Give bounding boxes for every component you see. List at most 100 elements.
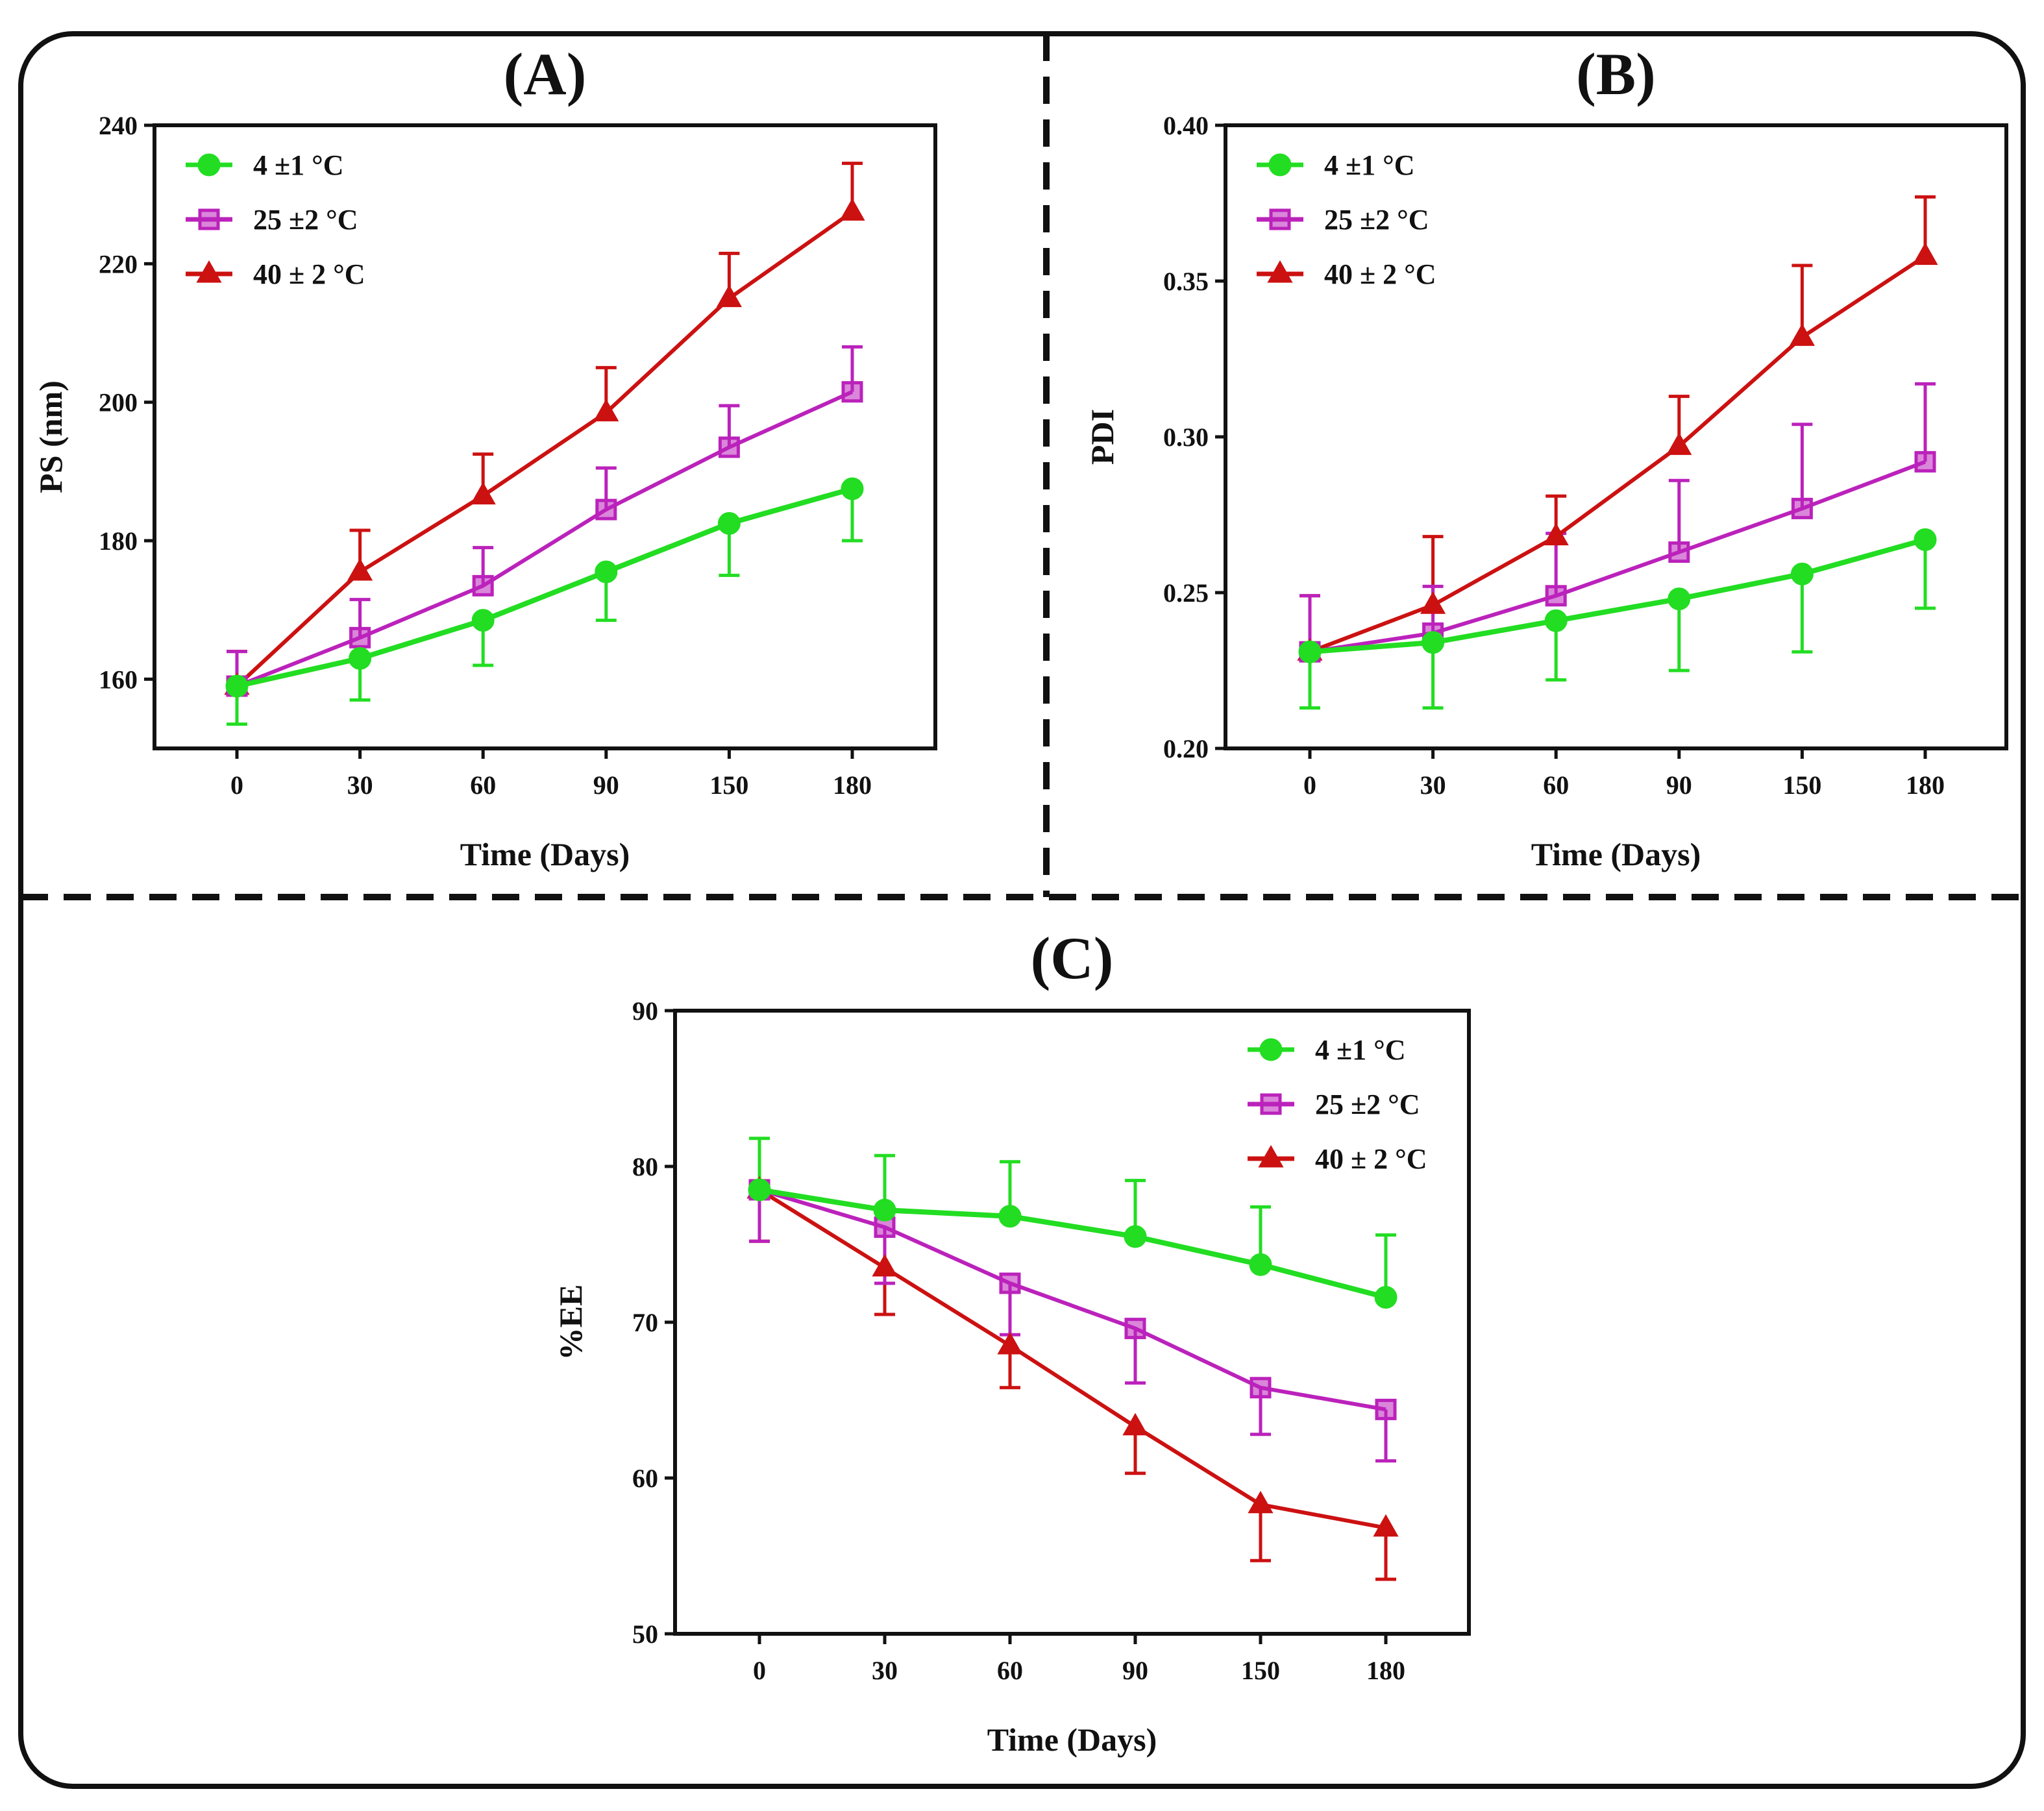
legend-marker-s4 (1259, 1038, 1283, 1061)
data-point-s25 (1668, 541, 1690, 563)
legend-label-s25: 25 ±2 °C (1324, 204, 1429, 236)
legend-label-s4: 4 ±1 °C (1315, 1034, 1406, 1066)
y-axis-title: PS (nm) (32, 380, 69, 493)
data-point-s4 (471, 609, 495, 632)
panel-b: (B) 0.20 0.25 0.30 0.35 0.40 0 30 60 90 150 180 Time… (1084, 41, 2008, 872)
legend-marker-s25 (1260, 1093, 1282, 1115)
legend-label-s25: 25 ±2 °C (253, 204, 358, 236)
legend-marker-s40 (1267, 260, 1293, 283)
x-tick-label: 0 (1303, 770, 1316, 800)
data-point-s25 (595, 499, 617, 521)
data-point-s4 (225, 674, 249, 698)
y-tick-label: 80 (632, 1152, 658, 1181)
x-tick-label: 0 (230, 770, 243, 800)
data-point-s4 (1124, 1225, 1147, 1248)
legend-label-s40: 40 ± 2 °C (1324, 258, 1436, 290)
data-point-s4 (1544, 609, 1568, 632)
panel-title: (A) (504, 41, 587, 107)
x-tick-label: 60 (470, 770, 496, 800)
x-tick-label: 60 (1543, 770, 1569, 800)
plot-area-frame (153, 123, 937, 750)
data-point-s4 (1914, 528, 1937, 551)
data-point-s40 (1420, 591, 1446, 614)
data-point-s40 (1912, 242, 1938, 265)
x-tick-label: 0 (753, 1656, 766, 1685)
series-line-s40 (758, 1188, 1386, 1530)
x-tick-label: 60 (997, 1656, 1023, 1685)
data-point-s4 (595, 560, 618, 584)
data-point-s40 (997, 1331, 1023, 1355)
data-point-s40 (1666, 432, 1692, 455)
legend-label-s25: 25 ±2 °C (1315, 1089, 1420, 1120)
data-point-s40 (470, 482, 496, 505)
series-line-s4 (759, 1187, 1387, 1300)
series-line-s25 (236, 389, 854, 688)
y-tick-label: 50 (632, 1620, 658, 1649)
data-point-s25 (472, 574, 494, 597)
x-axis-title: Time (Days) (460, 836, 630, 872)
data-point-s4 (841, 477, 864, 500)
data-point-s4 (748, 1178, 771, 1201)
y-tick-label: 0.25 (1163, 578, 1209, 608)
series-line-s40 (235, 210, 854, 688)
legend-marker-s4 (1268, 153, 1292, 177)
data-point-s4 (998, 1205, 1022, 1228)
legend-label-s4: 4 ±1 °C (253, 149, 344, 181)
data-point-s4 (1298, 640, 1322, 663)
data-point-s40 (1373, 1514, 1399, 1537)
series-line-s4 (236, 486, 854, 689)
series-line-s4 (1309, 537, 1927, 655)
x-tick-label: 180 (833, 770, 872, 800)
data-point-s40 (872, 1253, 898, 1277)
y-tick-label: 60 (632, 1464, 658, 1493)
data-point-s25 (999, 1272, 1021, 1294)
x-axis-title: Time (Days) (987, 1721, 1157, 1758)
data-point-s40 (347, 558, 373, 581)
y-tick-label: 240 (99, 111, 138, 140)
x-tick-label: 30 (872, 1656, 898, 1685)
data-point-s4 (1249, 1253, 1272, 1276)
legend-label-s4: 4 ±1 °C (1324, 149, 1415, 181)
legend-marker-s25 (1269, 208, 1291, 230)
y-tick-label: 0.20 (1163, 734, 1209, 763)
x-tick-label: 30 (347, 770, 373, 800)
legend-marker-s4 (197, 153, 221, 177)
data-point-s4 (1668, 587, 1691, 611)
legend-label-s40: 40 ± 2 °C (1315, 1143, 1427, 1175)
x-tick-label: 180 (1366, 1656, 1405, 1685)
y-tick-label: 220 (99, 249, 138, 278)
legend-label-s40: 40 ± 2 °C (253, 258, 365, 290)
data-point-s40 (1122, 1412, 1148, 1436)
series-line-s25 (1309, 460, 1927, 654)
data-point-s25 (1914, 450, 1936, 473)
data-point-s40 (1543, 523, 1569, 546)
data-point-s25 (349, 626, 371, 648)
panel-title: (B) (1576, 41, 1656, 107)
x-tick-label: 90 (593, 770, 619, 800)
data-point-s4 (1374, 1286, 1398, 1309)
series-line-s25 (759, 1188, 1386, 1412)
y-tick-label: 0.35 (1163, 267, 1209, 296)
data-point-s40 (716, 284, 742, 308)
x-tick-label: 90 (1122, 1656, 1148, 1685)
x-tick-label: 150 (1241, 1656, 1280, 1685)
y-tick-label: 90 (632, 996, 658, 1026)
panel-c: (C) 50 60 70 80 90 0 30 60 90 150 180 Time (Days) %EE… (552, 925, 1471, 1758)
x-tick-label: 90 (1666, 770, 1692, 800)
legend-marker-s40 (196, 260, 222, 283)
x-tick-label: 30 (1420, 770, 1446, 800)
y-axis-title: %EE (552, 1285, 589, 1361)
x-tick-label: 180 (1906, 770, 1945, 800)
panel-a: (A) 160 180 200 220 240 0 30 60 90 150 180 Time (Day… (32, 41, 937, 872)
data-point-s25 (1791, 497, 1813, 519)
data-point-s4 (349, 647, 372, 670)
data-point-s4 (717, 511, 741, 535)
x-tick-label: 150 (1782, 770, 1821, 800)
data-point-s4 (873, 1198, 896, 1222)
legend-marker-s25 (198, 208, 220, 230)
panel-title: (C) (1031, 925, 1114, 991)
data-point-s40 (839, 198, 865, 221)
x-axis-title: Time (Days) (1531, 836, 1701, 872)
data-point-s40 (1248, 1490, 1274, 1514)
data-point-s25 (1375, 1398, 1397, 1420)
